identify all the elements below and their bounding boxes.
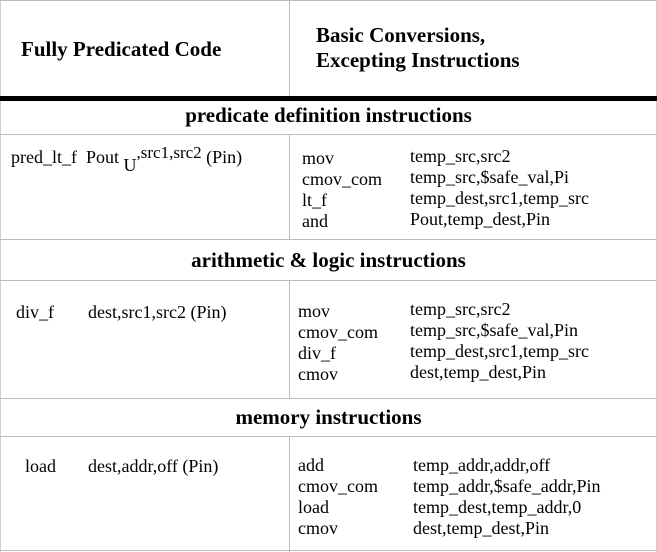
left-arg-pin: (Pin) [201,147,243,167]
column-divider [289,436,290,552]
args: temp_addr,$safe_addr,Pin [413,476,601,496]
section-rule [0,280,657,281]
column-divider [289,134,290,239]
header-right-line2: Excepting Instructions [316,48,520,72]
section-rule [0,436,657,437]
left-arg-subscript: U [123,155,137,175]
table-top-border [0,0,657,1]
op: cmov_com [298,476,378,496]
header-rule [0,96,657,101]
section-title-memory: memory instructions [235,405,422,429]
right-ops-arithmetic: mov cmov_com div_f cmov [298,301,378,385]
args: temp_src,src2 [410,299,511,319]
op: mov [302,148,335,168]
args: temp_addr,addr,off [413,455,551,475]
args: temp_dest,temp_addr,0 [413,497,582,517]
table-bottom-border [0,550,657,551]
args: temp_src,$safe_val,Pi [410,167,569,187]
left-op: pred_lt_f [11,147,77,167]
op: lt_f [302,190,327,210]
args: dest,temp_dest,Pin [413,518,549,538]
column-divider [289,280,290,398]
right-ops-predicate: mov cmov_com lt_f and [302,148,382,232]
args: Pout,temp_dest,Pin [410,209,551,229]
section-rule [0,398,657,399]
op: cmov [298,518,338,538]
right-args-predicate: temp_src,src2 temp_src,$safe_val,Pi temp… [410,146,589,230]
args: temp_dest,src1,temp_src [410,341,589,361]
section-rule [0,239,657,240]
args: dest,temp_dest,Pin [410,362,546,382]
op: and [302,211,328,231]
header-left: Fully Predicated Code [21,37,222,61]
args: temp_src,$safe_val,Pin [410,320,578,340]
left-arg-pout: Pout [85,147,119,167]
left-args-arithmetic: dest,src1,src2 (Pin) [88,302,227,322]
right-ops-memory: add cmov_com load cmov [298,455,378,539]
section-rule [0,134,657,135]
left-code-predicate: pred_lt_f Pout U,src1,src2 (Pin) [11,143,243,175]
op: load [298,497,329,517]
right-args-arithmetic: temp_src,src2 temp_src,$safe_val,Pin tem… [410,299,589,383]
left-op-arithmetic: div_f [16,302,54,322]
op: add [298,455,324,475]
left-args-memory: dest,addr,off (Pin) [88,456,219,476]
args: temp_dest,src1,temp_src [410,188,589,208]
op: cmov [298,364,338,384]
op: cmov_com [298,322,378,342]
left-arg-superscript: ,src1,src2 [136,143,202,162]
args: temp_src,src2 [410,146,511,166]
section-title-predicate: predicate definition instructions [185,103,472,127]
op: cmov_com [302,169,382,189]
op: div_f [298,343,336,363]
section-title-arithmetic: arithmetic & logic instructions [191,248,466,272]
right-args-memory: temp_addr,addr,off temp_addr,$safe_addr,… [413,455,601,539]
table-left-edge [0,0,1,552]
header-right-line1: Basic Conversions, [316,23,486,47]
op: mov [298,301,331,321]
header-column-divider [289,0,290,96]
left-op-memory: load [25,456,56,476]
